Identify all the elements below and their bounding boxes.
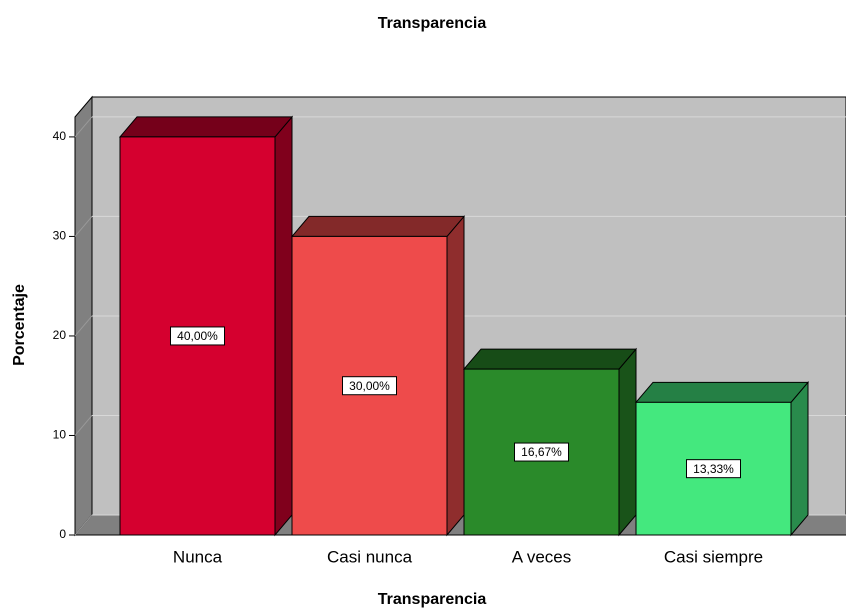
y-tick-label: 30 (53, 229, 67, 243)
value-label-box (342, 376, 397, 396)
bar-side (274, 115, 293, 537)
grid-line (74, 514, 93, 536)
y-tick-label: 40 (53, 129, 67, 143)
bar-side (618, 347, 637, 537)
grid-line (74, 415, 93, 436)
bar (118, 115, 294, 537)
x-tick-label: Nunca (173, 547, 223, 566)
x-axis-title: Transparencia (378, 591, 487, 608)
value-label: 13,33% (693, 462, 734, 476)
left-wall (74, 95, 93, 537)
bar (634, 380, 810, 537)
grid-line (74, 116, 93, 138)
bar-top (462, 348, 638, 370)
value-label: 30,00% (349, 379, 390, 393)
x-tick-label: A veces (512, 547, 572, 566)
bar-top (634, 381, 810, 403)
bar-side (790, 380, 809, 537)
y-axis-title: Porcentaje (11, 284, 28, 366)
value-label-box (686, 459, 741, 479)
bar (462, 347, 638, 537)
value-label-box (170, 326, 225, 346)
y-tick-label: 0 (59, 527, 66, 541)
bar-top (118, 116, 294, 138)
y-tick-label: 10 (53, 428, 67, 442)
value-label-box (514, 442, 569, 462)
bar-side (446, 215, 465, 537)
grid-line (74, 216, 93, 237)
chart-title: Transparencia (378, 15, 487, 32)
bar-top (290, 215, 466, 237)
x-tick-label: Casi siempre (664, 547, 763, 566)
bar (290, 215, 466, 537)
grid-line (74, 315, 93, 337)
x-tick-label: Casi nunca (327, 547, 413, 566)
y-tick-label: 20 (53, 328, 67, 342)
value-label: 16,67% (521, 445, 562, 459)
value-label: 40,00% (177, 329, 218, 343)
